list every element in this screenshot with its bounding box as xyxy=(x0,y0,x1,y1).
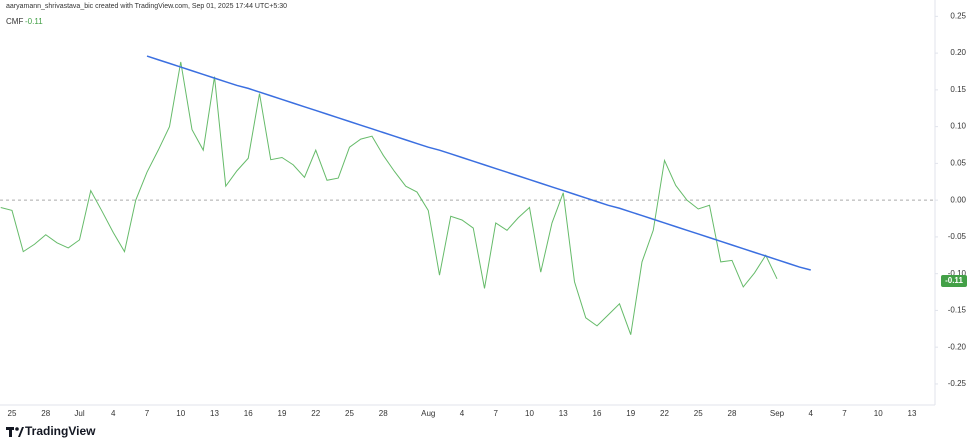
x-tick-label: Jul xyxy=(74,409,84,418)
x-tick-label: Sep xyxy=(770,409,785,418)
y-tick-label: 0.10 xyxy=(950,122,966,131)
x-tick-label: 16 xyxy=(593,409,602,418)
x-tick-label: Aug xyxy=(421,409,435,418)
x-tick-label: 4 xyxy=(111,409,116,418)
trend-line xyxy=(146,55,811,271)
header: aaryamann_shrivastava_bic created with T… xyxy=(6,3,287,10)
y-tick-label: -0.05 xyxy=(948,232,967,241)
logo-text: TradingView xyxy=(25,424,96,438)
x-tick-label: 28 xyxy=(379,409,388,418)
price-tag xyxy=(941,275,967,288)
x-tick-label: 25 xyxy=(8,409,17,418)
x-tick-label: 19 xyxy=(278,409,287,418)
data-line xyxy=(0,61,778,335)
x-tick-label: 16 xyxy=(244,409,253,418)
x-tick-label: 22 xyxy=(660,409,669,418)
x-tick-label: 25 xyxy=(345,409,354,418)
x-tick-label: 25 xyxy=(694,409,703,418)
logo-mark xyxy=(18,427,24,437)
x-tick-label: 4 xyxy=(809,409,814,418)
x-tick-label: 7 xyxy=(842,409,847,418)
y-tick-label: -0.25 xyxy=(948,379,967,388)
y-tick-label: 0.15 xyxy=(950,85,966,94)
x-tick-label: 13 xyxy=(559,409,568,418)
logo-mark xyxy=(9,427,12,437)
y-tick-label: 0.00 xyxy=(950,195,966,204)
x-tick-label: 4 xyxy=(460,409,465,418)
y-tick-label: -0.10 xyxy=(948,269,967,278)
x-tick-label: 7 xyxy=(145,409,150,418)
x-tick-label: 10 xyxy=(874,409,883,418)
x-tick-label: 22 xyxy=(311,409,320,418)
x-tick-label: 28 xyxy=(41,409,50,418)
x-tick-label: 19 xyxy=(626,409,635,418)
x-tick-label: 7 xyxy=(494,409,499,418)
y-tick-label: -0.15 xyxy=(948,306,967,315)
y-tick-label: -0.20 xyxy=(948,342,967,351)
logo: TradingView xyxy=(6,424,96,438)
x-tick-label: 13 xyxy=(210,409,219,418)
x-tick-label: 10 xyxy=(176,409,185,418)
x-tick-label: 10 xyxy=(525,409,534,418)
legend-name: CMF xyxy=(6,17,23,26)
y-tick-label: 0.20 xyxy=(950,48,966,57)
y-tick-label: 0.05 xyxy=(950,158,966,167)
legend-value: -0.11 xyxy=(25,17,43,26)
x-tick-label: 28 xyxy=(728,409,737,418)
y-tick-label: 0.25 xyxy=(950,11,966,20)
price-tag-label: -0.11 xyxy=(945,276,963,285)
logo-mark xyxy=(15,427,19,431)
x-tick-label: 13 xyxy=(908,409,917,418)
